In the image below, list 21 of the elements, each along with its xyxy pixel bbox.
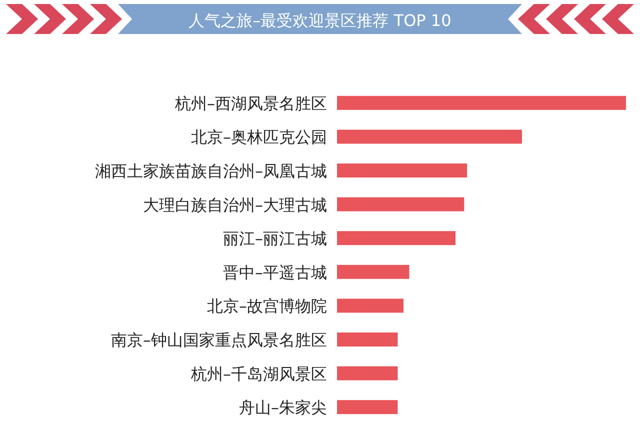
- y-tick-label: 杭州–西湖风景名胜区: [174, 94, 327, 113]
- bar: [337, 366, 398, 380]
- y-tick-label: 杭州–千岛湖风景区: [190, 364, 327, 384]
- y-tick-label: 舟山–朱家尖: [239, 398, 327, 418]
- bar: [337, 264, 410, 279]
- y-tick-label: 丽江–丽江古城: [223, 229, 327, 248]
- y-tick-label: 晋中–平遥古城: [223, 262, 327, 282]
- bar: [337, 400, 398, 414]
- bar: [337, 197, 464, 212]
- y-tick-label: 北京–奥林匹克公园: [191, 128, 327, 147]
- bar: [337, 298, 404, 313]
- bar: [337, 130, 522, 144]
- y-tick-label: 湘西土家族苗族自治州–凤凰古城: [95, 162, 327, 180]
- bar: [337, 164, 468, 178]
- y-tick-label: 大理白族自治州–大理古城: [143, 195, 327, 214]
- y-tick-label: 南京–钟山国家重点风景名胜区: [111, 330, 327, 350]
- bar: [337, 96, 626, 110]
- bar: [337, 231, 456, 246]
- bar: [337, 332, 398, 346]
- y-tick-label: 北京–故宫博物院: [207, 296, 327, 316]
- chart-title: 人气之旅–最受欢迎景区推荐 TOP 10: [188, 11, 452, 30]
